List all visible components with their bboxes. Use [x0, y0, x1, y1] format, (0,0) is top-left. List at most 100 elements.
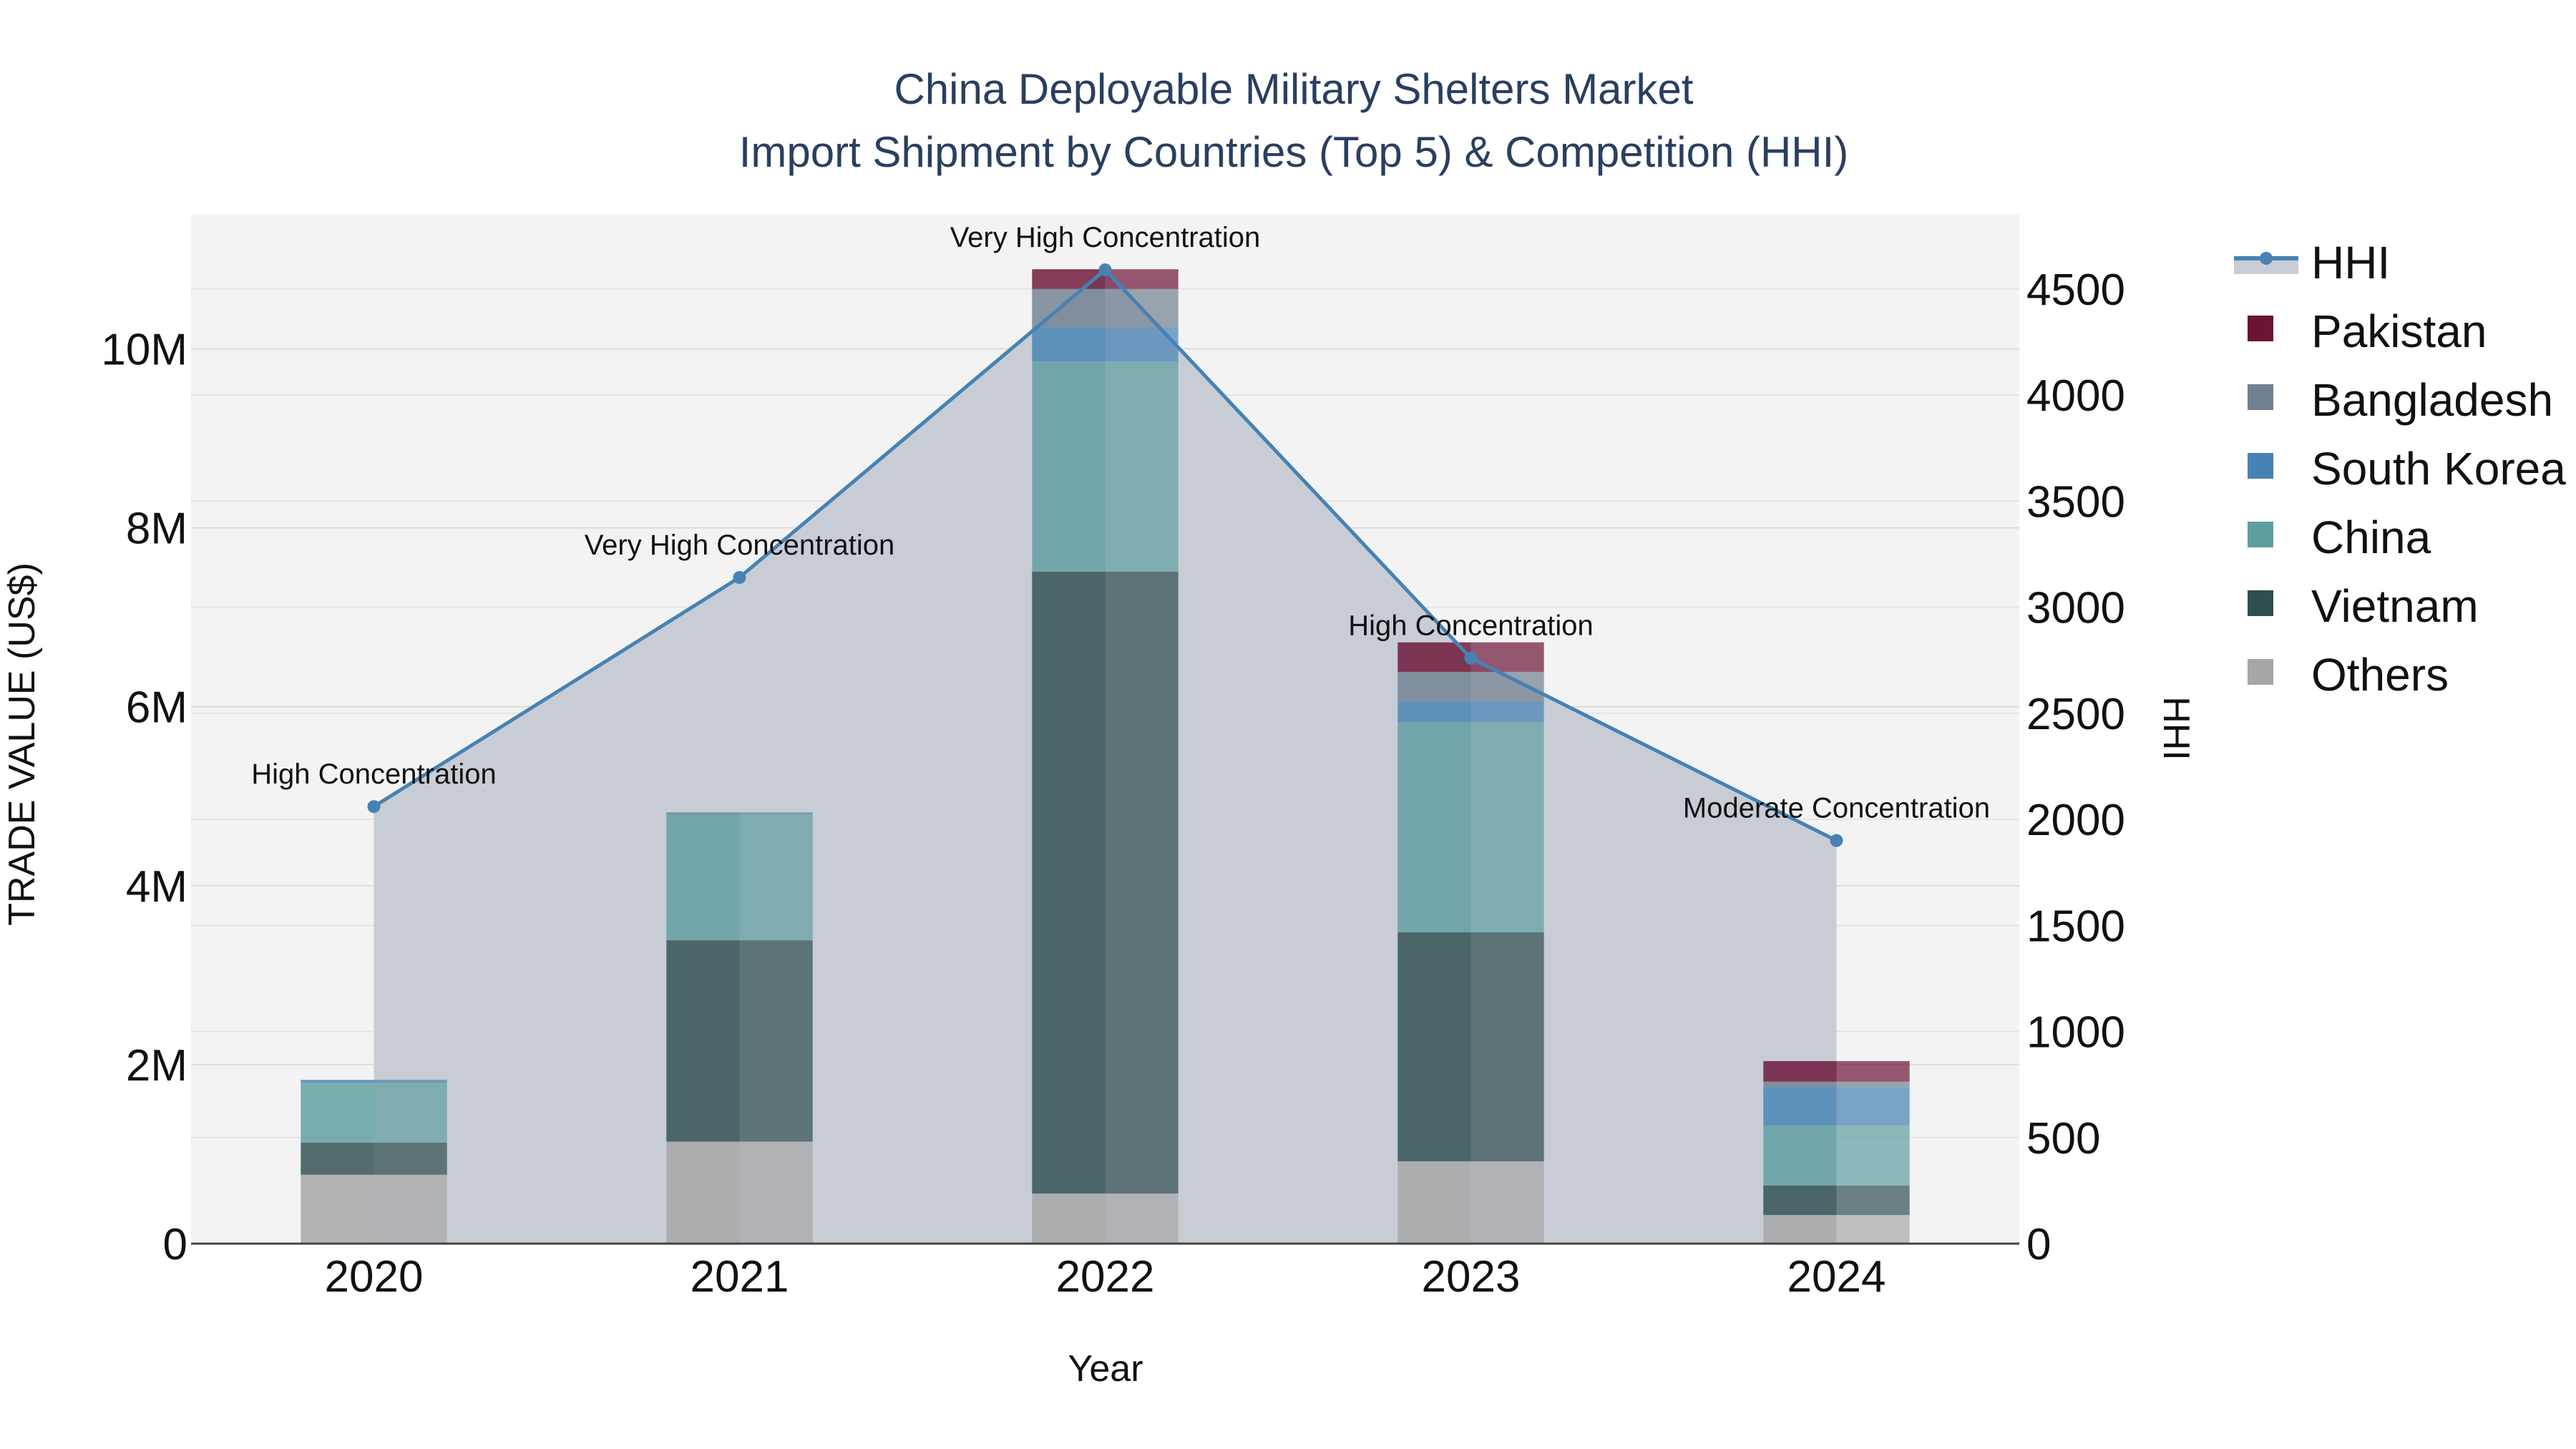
legend-south-korea-label: South Korea: [2311, 443, 2566, 494]
y2-tick-4000: 4000: [2026, 371, 2125, 421]
y2-tick-3000: 3000: [2026, 584, 2125, 633]
hhi-annotation-2021: Very High Concentration: [585, 530, 895, 561]
bar-others-2024-right: [1836, 1214, 1910, 1244]
bar-south-korea-2024-left: [1763, 1087, 1837, 1126]
bar-vietnam-2020-left: [301, 1142, 374, 1175]
bar-vietnam-2024-left: [1763, 1185, 1837, 1215]
legend-hhi-marker-swatch: [2260, 252, 2273, 265]
bar-vietnam-2023-right: [1470, 932, 1544, 1161]
bar-vietnam-2022-left: [1032, 571, 1106, 1194]
legend-hhi-area-swatch: [2234, 258, 2298, 274]
bar-others-2023-left: [1397, 1161, 1471, 1244]
legend-vietnam-swatch: [2248, 590, 2273, 616]
legend-others-swatch: [2248, 659, 2273, 685]
legend-others-label: Others: [2311, 649, 2449, 701]
bar-others-2022-left: [1032, 1193, 1106, 1244]
bar-vietnam-2022-right: [1105, 571, 1179, 1194]
bar-china-2024-left: [1763, 1125, 1837, 1186]
bar-pakistan-2024-right: [1836, 1060, 1910, 1082]
y2-tick-0: 0: [2026, 1220, 2051, 1269]
legend: HHI Pakistan Bangladesh South Korea China Vie…: [2234, 237, 2566, 701]
bar-vietnam-2020-right: [374, 1142, 447, 1175]
bar-bangladesh-2023-left: [1397, 671, 1471, 702]
bar-south-korea-2020-left: [301, 1080, 374, 1083]
bar-china-2022-left: [1032, 361, 1106, 572]
bar-bangladesh-2024-right: [1836, 1081, 1910, 1088]
bar-china-2023-right: [1470, 721, 1544, 932]
bar-south-korea-2023-right: [1470, 701, 1544, 722]
bar-others-2020-right: [374, 1174, 447, 1244]
bars-left-half: [301, 269, 1837, 1244]
legend-china-swatch: [2248, 522, 2273, 547]
hhi-annotations: High Concentration Very High Concentratio…: [251, 222, 1990, 824]
bar-others-2021-right: [739, 1141, 813, 1244]
legend-bangladesh-label: Bangladesh: [2311, 374, 2553, 426]
hhi-point-2024: [1830, 834, 1843, 847]
bar-vietnam-2021-left: [666, 940, 740, 1142]
bar-south-korea-2023-left: [1397, 701, 1471, 722]
hhi-annotation-2024: Moderate Concentration: [1683, 793, 1990, 824]
x-tick-2024: 2024: [1787, 1252, 1886, 1302]
bar-others-2020-left: [301, 1174, 374, 1244]
bar-others-2022-right: [1105, 1193, 1179, 1244]
y2-tick-labels: 0 500 1000 1500 2000 2500 3000 3500 4000 4500: [2026, 265, 2125, 1269]
bar-others-2021-left: [666, 1141, 740, 1244]
y2-tick-1000: 1000: [2026, 1008, 2125, 1058]
bar-china-2020-right: [374, 1082, 447, 1143]
x-tick-2021: 2021: [691, 1252, 789, 1302]
bar-south-korea-2024-right: [1836, 1087, 1910, 1126]
bar-china-2024-right: [1836, 1125, 1910, 1186]
bar-china-2023-left: [1397, 721, 1471, 932]
hhi-point-2022: [1098, 263, 1112, 277]
y2-tick-2000: 2000: [2026, 796, 2125, 845]
bar-vietnam-2021-right: [739, 940, 813, 1142]
bar-vietnam-2024-right: [1836, 1185, 1910, 1215]
legend-bangladesh-swatch: [2248, 384, 2273, 410]
y2-tick-3500: 3500: [2026, 477, 2125, 527]
chart-title-line1: China Deployable Military Shelters Marke…: [894, 65, 1693, 113]
bar-vietnam-2023-left: [1397, 932, 1471, 1161]
legend-china-label: China: [2311, 512, 2431, 563]
x-tick-2022: 2022: [1056, 1252, 1155, 1302]
bar-china-2021-right: [739, 814, 813, 941]
legend-hhi-label: HHI: [2311, 237, 2390, 288]
y-tick-6m: 6M: [126, 683, 187, 733]
legend-pakistan-swatch: [2248, 316, 2273, 341]
bar-others-2023-right: [1470, 1161, 1544, 1244]
bar-south-korea-2022-left: [1032, 327, 1106, 362]
x-tick-2020: 2020: [325, 1252, 424, 1302]
hhi-line: [367, 263, 1843, 847]
bar-china-2020-left: [301, 1082, 374, 1143]
bar-pakistan-2022-right: [1105, 269, 1179, 289]
y2-tick-4500: 4500: [2026, 265, 2125, 315]
y2-axis-title: HHI: [2155, 696, 2197, 761]
y2-tick-1500: 1500: [2026, 902, 2125, 951]
hhi-annotation-2022: Very High Concentration: [950, 222, 1261, 253]
y-tick-labels: 0 2M 4M 6M 8M 10M: [101, 326, 187, 1269]
bar-others-2024-left: [1763, 1214, 1837, 1244]
legend-pakistan-label: Pakistan: [2311, 306, 2487, 357]
bars-right-half: [374, 269, 1910, 1244]
legend-south-korea-swatch: [2248, 453, 2273, 479]
x-tick-labels: 2020 2021 2022 2023 2024: [325, 1252, 1886, 1302]
chart-title-line2: Import Shipment by Countries (Top 5) & C…: [739, 128, 1849, 176]
hhi-point-2023: [1464, 651, 1478, 665]
y-tick-8m: 8M: [126, 504, 187, 554]
x-axis-title: Year: [1068, 1348, 1143, 1390]
bar-pakistan-2024-left: [1763, 1060, 1837, 1082]
y-tick-10m: 10M: [101, 326, 187, 375]
bar-bangladesh-2021-left: [666, 812, 740, 814]
bar-bangladesh-2024-left: [1763, 1081, 1837, 1088]
bar-south-korea-2022-right: [1105, 327, 1179, 362]
hhi-annotation-2020: High Concentration: [251, 758, 496, 790]
legend-vietnam-label: Vietnam: [2311, 580, 2479, 632]
y-tick-0: 0: [163, 1220, 187, 1269]
y2-tick-2500: 2500: [2026, 690, 2125, 739]
x-tick-2023: 2023: [1422, 1252, 1521, 1302]
bar-bangladesh-2021-right: [739, 812, 813, 814]
y-axis-title: TRADE VALUE (US$): [1, 562, 43, 926]
hhi-annotation-2023: High Concentration: [1348, 610, 1593, 642]
hhi-point-2021: [733, 571, 746, 585]
bar-south-korea-2020-right: [374, 1080, 447, 1083]
